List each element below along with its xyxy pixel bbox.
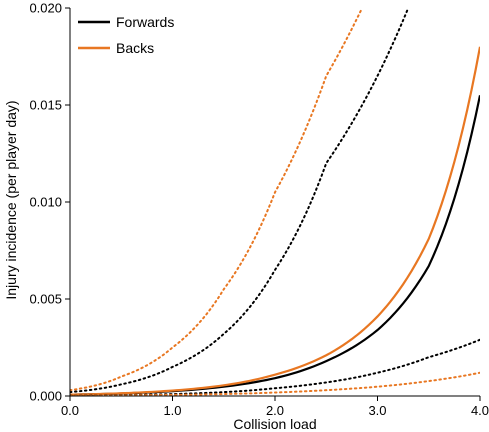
axes bbox=[69, 8, 480, 397]
legend-label-backs: Backs bbox=[116, 40, 154, 56]
ticks: 0.0 1.0 2.0 3.0 4.0 0.000 0.005 0.010 0.015 0.020 bbox=[29, 1, 489, 419]
x-axis-label: Collision load bbox=[233, 416, 316, 432]
x-tick-label: 3.0 bbox=[368, 403, 386, 418]
legend: Forwards Backs bbox=[78, 14, 174, 56]
y-tick-label: 0.005 bbox=[29, 292, 62, 307]
plot-area bbox=[70, 8, 480, 396]
band-dotted-line-3 bbox=[70, 338, 480, 396]
x-tick-label: 4.0 bbox=[471, 403, 489, 418]
band-dotted-line-2 bbox=[70, 8, 410, 394]
band-dotted-line-4 bbox=[70, 8, 364, 392]
band-dotted-line-5 bbox=[70, 371, 480, 396]
legend-label-forwards: Forwards bbox=[116, 14, 174, 30]
y-axis-label: Injury incidence (per player day) bbox=[3, 100, 19, 299]
x-tick-label: 2.0 bbox=[266, 403, 284, 418]
x-tick-label: 1.0 bbox=[163, 403, 181, 418]
y-tick-label: 0.000 bbox=[29, 389, 62, 404]
backs-solid-line-1 bbox=[70, 46, 480, 396]
y-tick-label: 0.015 bbox=[29, 98, 62, 113]
y-tick-label: 0.020 bbox=[29, 1, 62, 16]
y-tick-label: 0.010 bbox=[29, 195, 62, 210]
forwards-solid-line-0 bbox=[70, 95, 480, 396]
x-tick-label: 0.0 bbox=[61, 403, 79, 418]
